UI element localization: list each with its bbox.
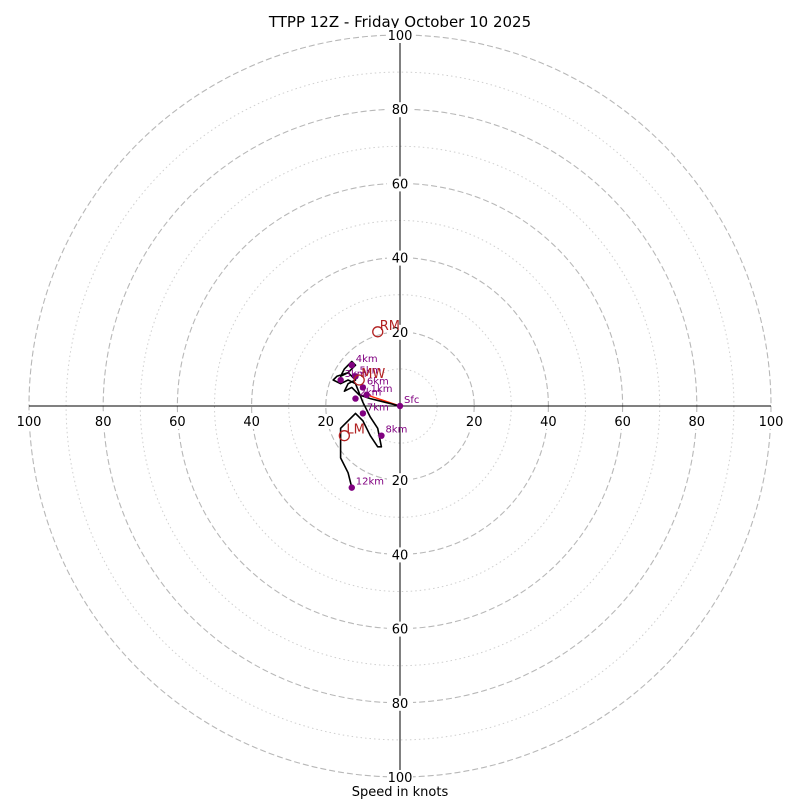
tick-east-80: 80 — [689, 415, 706, 430]
tick-west-60-bg — [164, 414, 191, 429]
height-point-1km — [363, 391, 370, 399]
tick-north-100: 100 — [388, 29, 413, 44]
tick-east-100-bg — [758, 414, 784, 429]
tick-north-20-bg — [387, 324, 413, 340]
tick-west-60: 60 — [169, 415, 186, 430]
tick-east-60-bg — [609, 414, 636, 429]
tick-east-80-bg — [683, 414, 710, 429]
tick-east-100: 100 — [759, 415, 784, 430]
height-label-12km: 12km — [356, 477, 384, 488]
height-label-2km: 2km — [359, 388, 381, 399]
height-point-8km — [378, 432, 385, 439]
tick-east-40-bg — [535, 414, 562, 429]
tick-north-80-bg — [387, 102, 413, 118]
storm-motion-marker-MW — [353, 374, 365, 386]
height-label-7km: 7km — [367, 402, 389, 413]
tick-south-100: 100 — [388, 771, 413, 786]
tick-west-40: 40 — [243, 415, 260, 430]
hodograph-plot: Sfc1km2km3km4km5km6km7km8km12kmRMLMMW — [332, 319, 419, 491]
tick-north-100-bg — [387, 28, 413, 43]
height-label-6km: 6km — [367, 376, 389, 387]
height-label-Sfc: Sfc — [404, 395, 419, 406]
height-point-7km — [359, 410, 367, 417]
tick-north-80: 80 — [392, 103, 409, 118]
height-point-6km — [359, 384, 367, 391]
height-point-2km — [352, 395, 359, 402]
height-point-4km — [348, 361, 355, 369]
height-label-1km: 1km — [371, 384, 393, 395]
tick-south-60: 60 — [392, 623, 409, 638]
tick-west-80-bg — [90, 414, 117, 429]
tick-south-40: 40 — [392, 548, 409, 563]
tick-labels: 20 20 20 20 40 40 40 40 60 60 60 60 80 80 80 80 100 100 10… — [16, 28, 784, 786]
tick-south-20-bg — [387, 473, 413, 489]
storm-motion-marker-RM — [372, 326, 384, 338]
height-label-4km: 4km — [356, 354, 378, 365]
tick-east-60: 60 — [614, 415, 631, 430]
storm-motion-label-LM: LM — [346, 423, 364, 438]
tick-south-20: 20 — [392, 474, 409, 489]
chart-title: TTPP 12Z - Friday October 10 2025 — [268, 13, 531, 31]
tick-south-100-bg — [387, 770, 413, 785]
height-point-12km — [348, 484, 355, 491]
tick-west-100-bg — [16, 414, 42, 429]
tick-south-60-bg — [387, 621, 413, 637]
tick-north-40: 40 — [392, 252, 409, 267]
tick-west-20: 20 — [318, 415, 335, 430]
tick-east-40: 40 — [540, 415, 557, 430]
tick-north-60: 60 — [392, 177, 409, 192]
tick-south-80-bg — [387, 695, 413, 711]
height-label-5km: 5km — [359, 365, 381, 376]
storm-motion-label-RM: RM — [380, 319, 400, 334]
tick-north-60-bg — [387, 176, 413, 192]
tick-west-40-bg — [238, 414, 265, 429]
tick-north-20: 20 — [392, 326, 409, 341]
storm-motion-label-MW: MW — [361, 367, 385, 382]
tick-west-80: 80 — [95, 415, 112, 430]
height-point-Sfc — [396, 402, 404, 410]
height-point-3km — [337, 376, 344, 384]
tick-west-100: 100 — [17, 415, 42, 430]
tick-east-20: 20 — [466, 415, 483, 430]
tick-south-40-bg — [387, 547, 413, 563]
tick-west-20-bg — [312, 414, 339, 429]
tick-south-80: 80 — [392, 697, 409, 712]
hodograph-line — [332, 360, 401, 488]
height-label-8km: 8km — [385, 425, 407, 436]
tick-east-20-bg — [461, 414, 488, 429]
storm-motion-marker-LM — [338, 430, 351, 442]
x-axis-label: Speed in knots — [352, 785, 449, 800]
tick-north-40-bg — [387, 250, 413, 266]
